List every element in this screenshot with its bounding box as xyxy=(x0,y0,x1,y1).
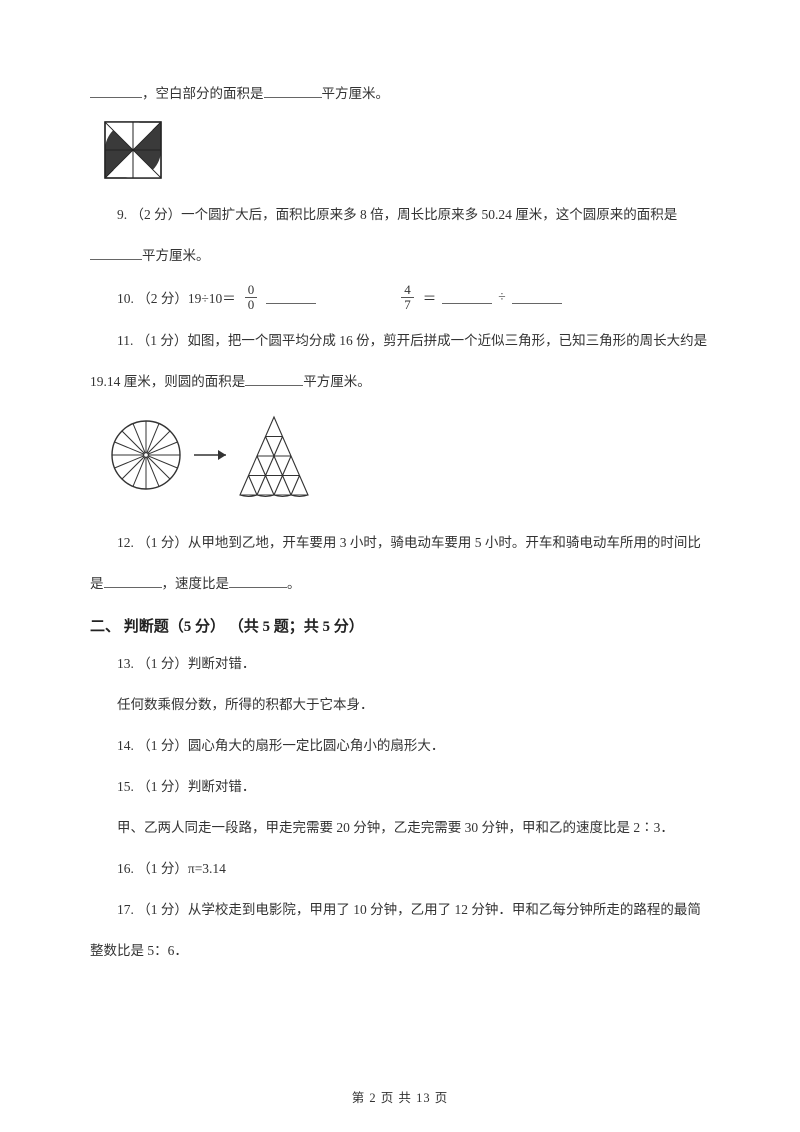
q8-text-1: ，空白部分的面积是 xyxy=(142,86,264,101)
q10-prefix: 10. （2 分）19÷10＝ xyxy=(117,287,236,307)
footer-suf: 页 xyxy=(431,1091,449,1105)
q8-blank-1 xyxy=(90,84,142,99)
q9-blank xyxy=(90,246,142,261)
q11-blank xyxy=(245,372,303,387)
q17-line1: 17. （1 分）从学校走到电影院，甲用了 10 分钟，乙用了 12 分钟．甲和… xyxy=(90,896,710,923)
q12-a: 是 xyxy=(90,576,104,591)
q10-blank-3 xyxy=(512,290,562,305)
q11-unit: 平方厘米。 xyxy=(303,374,371,389)
q8-blank-2 xyxy=(264,84,322,99)
q11-figure xyxy=(106,409,710,501)
q12-line1: 12. （1 分）从甲地到乙地，开车要用 3 小时，骑电动车要用 5 小时。开车… xyxy=(90,529,710,556)
q8-text-2: 平方厘米。 xyxy=(322,86,390,101)
q13-head: 13. （1 分）判断对错． xyxy=(90,650,710,677)
q10-div: ÷ xyxy=(498,289,505,305)
q10-eq: ＝ xyxy=(423,287,437,307)
q8-continuation: ，空白部分的面积是 平方厘米。 xyxy=(90,80,710,107)
q12-blank-1 xyxy=(104,574,162,589)
q9: 9. （2 分）一个圆扩大后，面积比原来多 8 倍，周长比原来多 50.24 厘… xyxy=(90,201,710,228)
frac1-num: 0 xyxy=(245,283,258,298)
frac1-den: 0 xyxy=(245,298,258,312)
frac2-num: 4 xyxy=(401,283,414,298)
q12-line2: 是 ，速度比是 。 xyxy=(90,570,710,597)
q17-line2: 整数比是 5：6． xyxy=(90,937,710,964)
q13-body: 任何数乘假分数，所得的积都大于它本身． xyxy=(90,691,710,718)
footer-mid: 页 共 xyxy=(377,1091,416,1105)
frac2-den: 7 xyxy=(401,298,414,312)
page-footer: 第 2 页 共 13 页 xyxy=(0,1087,800,1106)
q12-text1: 12. （1 分）从甲地到乙地，开车要用 3 小时，骑电动车要用 5 小时。开车… xyxy=(117,535,701,550)
q15-body: 甲、乙两人同走一段路，甲走完需要 20 分钟，乙走完需要 30 分钟，甲和乙的速… xyxy=(90,814,710,841)
q9-text: 9. （2 分）一个圆扩大后，面积比原来多 8 倍，周长比原来多 50.24 厘… xyxy=(117,207,677,222)
q11-line2: 19.14 厘米，则圆的面积是 平方厘米。 xyxy=(90,368,710,395)
q10: 10. （2 分）19÷10＝ 0 0 4 7 ＝ ÷ xyxy=(117,283,710,311)
q10-blank-2 xyxy=(442,290,492,305)
q11-text2: 19.14 厘米，则圆的面积是 xyxy=(90,374,245,389)
q14: 14. （1 分）圆心角大的扇形一定比圆心角小的扇形大． xyxy=(90,732,710,759)
q10-blank-1 xyxy=(266,290,316,305)
q12-b: ，速度比是 xyxy=(162,576,230,591)
section-2-title: 二、 判断题（5 分） （共 5 题；共 5 分） xyxy=(90,615,710,636)
q10-frac-1: 0 0 xyxy=(245,283,258,311)
footer-total: 13 xyxy=(416,1091,431,1105)
footer-pre: 第 xyxy=(352,1091,370,1105)
footer-current: 2 xyxy=(369,1091,376,1105)
q9-line2: 平方厘米。 xyxy=(90,242,710,269)
q15-head: 15. （1 分）判断对错． xyxy=(90,773,710,800)
q10-frac-2: 4 7 xyxy=(401,283,414,311)
q9-unit: 平方厘米。 xyxy=(142,248,210,263)
q8-figure-pinwheel xyxy=(104,121,710,179)
q12-blank-2 xyxy=(229,574,287,589)
q16: 16. （1 分）π=3.14 xyxy=(90,855,710,882)
q11-text1: 11. （1 分）如图，把一个圆平均分成 16 份，剪开后拼成一个近似三角形，已… xyxy=(117,333,707,348)
q12-c: 。 xyxy=(287,576,301,591)
q11-line1: 11. （1 分）如图，把一个圆平均分成 16 份，剪开后拼成一个近似三角形，已… xyxy=(90,327,710,354)
